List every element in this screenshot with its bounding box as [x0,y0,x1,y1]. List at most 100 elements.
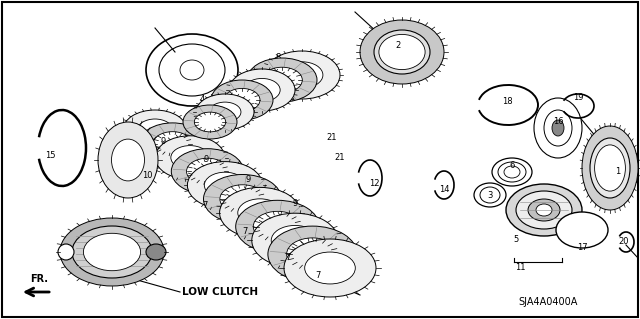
Ellipse shape [379,34,425,70]
Ellipse shape [516,191,572,229]
Text: 9: 9 [204,155,209,165]
Ellipse shape [360,20,444,84]
Text: 3: 3 [487,191,493,201]
Text: 8: 8 [305,73,310,83]
Ellipse shape [196,94,254,130]
Ellipse shape [498,162,526,182]
Ellipse shape [506,184,582,236]
Ellipse shape [536,204,552,216]
Ellipse shape [590,138,630,198]
Ellipse shape [262,67,302,93]
Text: 7: 7 [243,227,248,236]
Text: 17: 17 [577,243,588,253]
Text: 19: 19 [573,93,583,102]
Ellipse shape [556,212,608,248]
Text: 5: 5 [513,235,518,244]
Text: 12: 12 [369,179,380,188]
Ellipse shape [186,158,228,185]
Ellipse shape [602,156,618,180]
Text: 11: 11 [515,263,525,272]
Ellipse shape [544,110,572,146]
Ellipse shape [209,102,241,122]
Ellipse shape [253,211,301,242]
Ellipse shape [204,174,282,224]
Text: 4: 4 [200,95,205,105]
Ellipse shape [153,132,192,156]
Ellipse shape [107,248,117,256]
Text: 2: 2 [396,41,401,50]
Ellipse shape [268,226,357,282]
Text: 15: 15 [45,152,55,160]
Ellipse shape [83,233,141,271]
Ellipse shape [204,172,246,198]
Ellipse shape [305,252,355,284]
Ellipse shape [606,162,614,174]
Ellipse shape [534,98,582,158]
Text: 7: 7 [285,254,291,263]
Ellipse shape [287,238,339,271]
Text: 9: 9 [245,175,251,184]
Ellipse shape [281,62,323,88]
Text: 9: 9 [161,137,166,146]
Text: 9: 9 [292,199,298,209]
Text: 21: 21 [335,153,345,162]
Ellipse shape [98,122,158,198]
Ellipse shape [480,187,500,203]
Ellipse shape [247,58,317,102]
Ellipse shape [229,69,295,111]
Ellipse shape [284,239,376,297]
Ellipse shape [528,199,560,221]
Text: 7: 7 [316,271,321,280]
Ellipse shape [596,148,624,188]
Ellipse shape [388,41,416,63]
Ellipse shape [220,185,265,213]
Ellipse shape [552,120,564,136]
Text: LOW CLUTCH: LOW CLUTCH [182,287,258,297]
Ellipse shape [220,187,300,238]
Text: 18: 18 [502,98,512,107]
Ellipse shape [504,166,520,178]
Text: 10: 10 [141,170,152,180]
Text: 7: 7 [202,201,208,210]
Ellipse shape [492,158,532,186]
Ellipse shape [224,88,260,112]
Ellipse shape [172,149,244,194]
Text: 14: 14 [439,186,449,195]
Ellipse shape [183,105,237,139]
Ellipse shape [111,139,145,181]
Ellipse shape [252,213,338,268]
Ellipse shape [155,136,225,179]
Text: SJA4A0400A: SJA4A0400A [518,297,578,307]
Text: FR.: FR. [30,274,48,284]
Ellipse shape [146,34,238,106]
Text: 21: 21 [327,133,337,143]
Ellipse shape [123,110,187,150]
Ellipse shape [595,145,625,191]
Ellipse shape [146,244,166,260]
Ellipse shape [159,44,225,96]
Ellipse shape [58,244,74,260]
Ellipse shape [582,126,638,210]
Ellipse shape [138,119,173,141]
Ellipse shape [374,30,430,74]
Ellipse shape [264,51,340,99]
Text: 16: 16 [553,117,563,127]
Ellipse shape [171,145,209,170]
Ellipse shape [60,218,164,286]
Ellipse shape [180,60,204,80]
Text: 1: 1 [616,167,621,176]
Text: 20: 20 [619,238,629,247]
Ellipse shape [474,183,506,207]
Ellipse shape [238,199,282,227]
Text: 8: 8 [275,54,281,63]
Ellipse shape [211,80,273,120]
Ellipse shape [100,244,124,260]
Ellipse shape [271,226,319,256]
Ellipse shape [188,162,262,209]
Ellipse shape [236,200,319,253]
Ellipse shape [139,123,206,165]
Text: 13: 13 [235,108,245,116]
Text: 6: 6 [509,160,515,169]
Ellipse shape [90,238,134,266]
Ellipse shape [72,226,152,278]
